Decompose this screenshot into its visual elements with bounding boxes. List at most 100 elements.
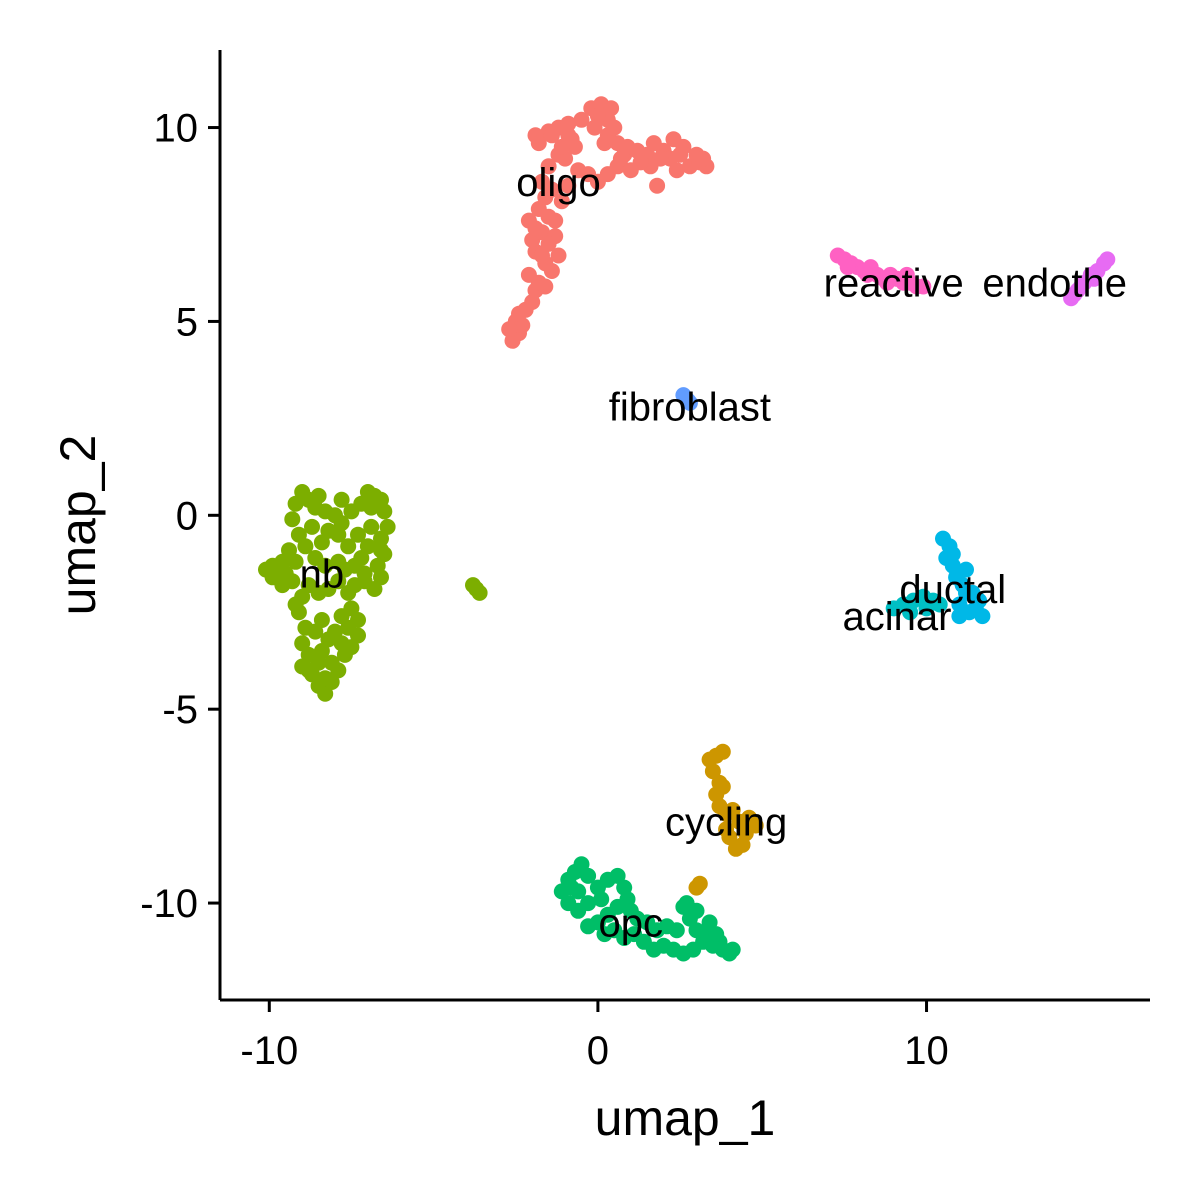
point-ductal-15 bbox=[974, 608, 991, 625]
point-nb-10 bbox=[287, 495, 304, 512]
point-endothe-6 bbox=[1099, 251, 1116, 268]
point-nb-31 bbox=[340, 584, 357, 601]
point-oligo-23 bbox=[534, 173, 550, 190]
series-acinar bbox=[885, 588, 948, 621]
cluster-label-reactive: reactive bbox=[824, 262, 964, 306]
point-nb-69 bbox=[297, 538, 314, 555]
point-nb-58 bbox=[307, 623, 324, 640]
point-nb-85 bbox=[363, 499, 380, 516]
point-nb-57 bbox=[333, 635, 350, 652]
point-cycling-9 bbox=[724, 802, 741, 818]
point-opc-48 bbox=[708, 926, 725, 943]
point-oligo-70 bbox=[501, 321, 518, 338]
cluster-label-oligo: oligo bbox=[516, 161, 601, 205]
point-oligo-68 bbox=[622, 162, 639, 179]
point-acinar-5 bbox=[931, 596, 948, 613]
point-ductal-12 bbox=[944, 546, 961, 563]
point-oligo-24 bbox=[540, 158, 557, 175]
point-nb-68 bbox=[304, 518, 320, 535]
point-nb-54 bbox=[320, 631, 337, 648]
point-reactive-17 bbox=[898, 266, 915, 283]
point-nb-6 bbox=[287, 553, 304, 570]
cluster-label-cycling: cycling bbox=[665, 801, 787, 845]
point-nb-67 bbox=[313, 534, 330, 551]
point-nb-59 bbox=[313, 612, 330, 628]
data-points-layer bbox=[258, 96, 1116, 962]
point-nb-52 bbox=[333, 608, 350, 625]
point-reactive-13 bbox=[915, 278, 932, 295]
cluster-labels-layer: oligo nb fibroblast reactive endothe ductalac… bbox=[300, 161, 1127, 946]
point-nb-77 bbox=[264, 557, 281, 574]
series-endothe bbox=[1063, 251, 1116, 307]
point-opc-3 bbox=[573, 856, 590, 873]
point-nb-86 bbox=[373, 542, 389, 559]
y-axis-title: umap_2 bbox=[50, 435, 106, 616]
point-nb-63 bbox=[350, 526, 366, 543]
series-fibroblast bbox=[675, 387, 698, 411]
point-nb-7 bbox=[281, 542, 297, 559]
point-oligo-35 bbox=[527, 127, 544, 144]
cluster-label-endothe: endothe bbox=[982, 262, 1127, 306]
axes bbox=[218, 50, 1150, 1002]
cluster-label-ductal: ductal bbox=[899, 568, 1006, 612]
y-tick-label-0: -10 bbox=[140, 882, 198, 926]
point-cycling-6 bbox=[714, 778, 731, 795]
point-cycling-15 bbox=[727, 840, 744, 857]
cluster-label-fibroblast: fibroblast bbox=[609, 386, 771, 430]
point-oligo-78 bbox=[596, 135, 613, 152]
point-nb-89 bbox=[340, 619, 357, 636]
series-cycling bbox=[688, 743, 764, 896]
point-ductal-13 bbox=[958, 561, 974, 578]
point-opc-4 bbox=[580, 867, 597, 884]
point-nb-71 bbox=[317, 557, 334, 574]
point-opc-38 bbox=[701, 914, 718, 931]
point-oligo-17 bbox=[550, 247, 567, 264]
point-reactive-16 bbox=[879, 274, 896, 291]
point-oligo-32 bbox=[573, 111, 590, 128]
series-reactive bbox=[829, 247, 932, 295]
y-tick-label-1: -5 bbox=[162, 688, 198, 732]
point-opc-34 bbox=[688, 922, 705, 939]
point-oligo-77 bbox=[553, 138, 570, 155]
point-cycling-19 bbox=[688, 879, 705, 896]
point-oligo-34 bbox=[543, 127, 560, 144]
point-nb-88 bbox=[300, 662, 317, 679]
point-nb-27 bbox=[373, 569, 389, 586]
point-ductal-11 bbox=[964, 584, 981, 601]
point-endothe-9 bbox=[1066, 286, 1083, 303]
point-nb-82 bbox=[465, 577, 481, 594]
point-opc-17 bbox=[580, 918, 597, 935]
x-tick-label-1: 0 bbox=[587, 1029, 609, 1073]
cluster-label-acinar: acinar bbox=[843, 595, 952, 639]
series-oligo bbox=[501, 96, 715, 349]
point-nb-44 bbox=[317, 685, 334, 702]
point-oligo-50 bbox=[570, 162, 587, 179]
point-nb-5 bbox=[274, 577, 291, 594]
x-tick-label-0: -10 bbox=[240, 1029, 298, 1073]
point-reactive-14 bbox=[839, 259, 856, 276]
point-oligo-81 bbox=[695, 150, 712, 167]
point-nb-9 bbox=[284, 511, 301, 528]
point-nb-83 bbox=[333, 491, 350, 508]
point-oligo-75 bbox=[537, 189, 554, 206]
point-nb-84 bbox=[310, 487, 327, 504]
point-cycling-17 bbox=[721, 829, 738, 846]
point-nb-39 bbox=[294, 635, 311, 652]
point-opc-11 bbox=[609, 867, 626, 884]
cluster-label-nb: nb bbox=[300, 553, 345, 597]
series-ductal bbox=[935, 530, 991, 625]
point-nb-24 bbox=[373, 530, 389, 547]
point-oligo-74 bbox=[527, 220, 544, 237]
point-nb-87 bbox=[287, 596, 304, 613]
point-oligo-79 bbox=[612, 150, 629, 167]
point-oligo-72 bbox=[534, 247, 550, 264]
point-reactive-15 bbox=[859, 266, 876, 283]
point-opc-49 bbox=[724, 941, 741, 958]
point-oligo-33 bbox=[560, 115, 577, 132]
point-nb-22 bbox=[376, 503, 393, 520]
point-acinar-7 bbox=[918, 600, 935, 617]
point-oligo-20 bbox=[547, 212, 564, 229]
point-nb-75 bbox=[356, 565, 373, 582]
point-opc-47 bbox=[678, 895, 695, 912]
